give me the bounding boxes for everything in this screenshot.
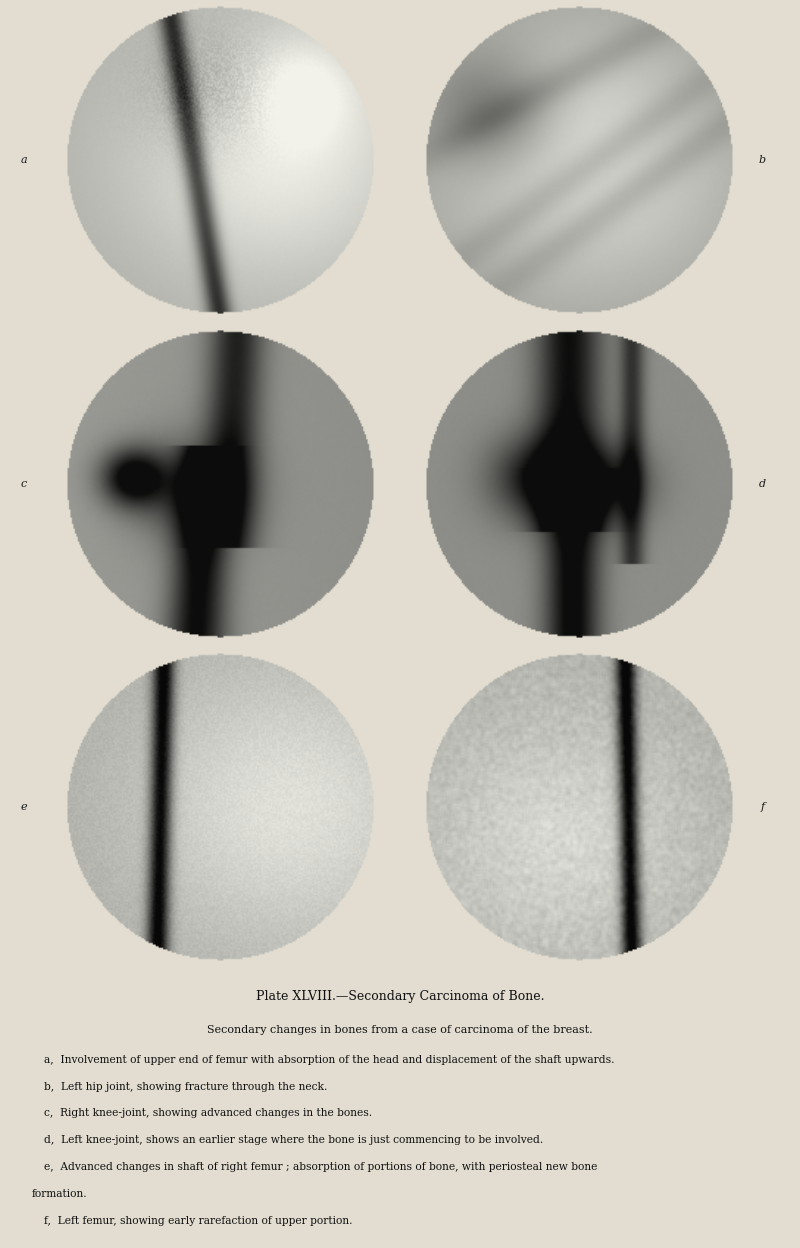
Text: e,  Advanced changes in shaft of right femur ; absorption of portions of bone, w: e, Advanced changes in shaft of right fe…: [44, 1162, 598, 1172]
Text: f: f: [760, 802, 765, 812]
Text: b,  Left hip joint, showing fracture through the neck.: b, Left hip joint, showing fracture thro…: [44, 1082, 327, 1092]
Text: d: d: [759, 478, 766, 489]
Text: Plate XLVIII.—Secondary Carcinoma of Bone.: Plate XLVIII.—Secondary Carcinoma of Bon…: [256, 991, 544, 1003]
Text: e: e: [21, 802, 27, 812]
Text: b: b: [759, 155, 766, 165]
Text: a,  Involvement of upper end of femur with absorption of the head and displaceme: a, Involvement of upper end of femur wit…: [44, 1055, 614, 1065]
Text: f,  Left femur, showing early rarefaction of upper portion.: f, Left femur, showing early rarefaction…: [44, 1216, 353, 1226]
Text: Secondary changes in bones from a case of carcinoma of the breast.: Secondary changes in bones from a case o…: [207, 1026, 593, 1036]
Text: formation.: formation.: [32, 1189, 88, 1199]
Text: c,  Right knee-joint, showing advanced changes in the bones.: c, Right knee-joint, showing advanced ch…: [44, 1108, 372, 1118]
Text: a: a: [21, 155, 27, 165]
Text: c: c: [21, 478, 27, 489]
Text: d,  Left knee-joint, shows an earlier stage where the bone is just commencing to: d, Left knee-joint, shows an earlier sta…: [44, 1136, 543, 1146]
